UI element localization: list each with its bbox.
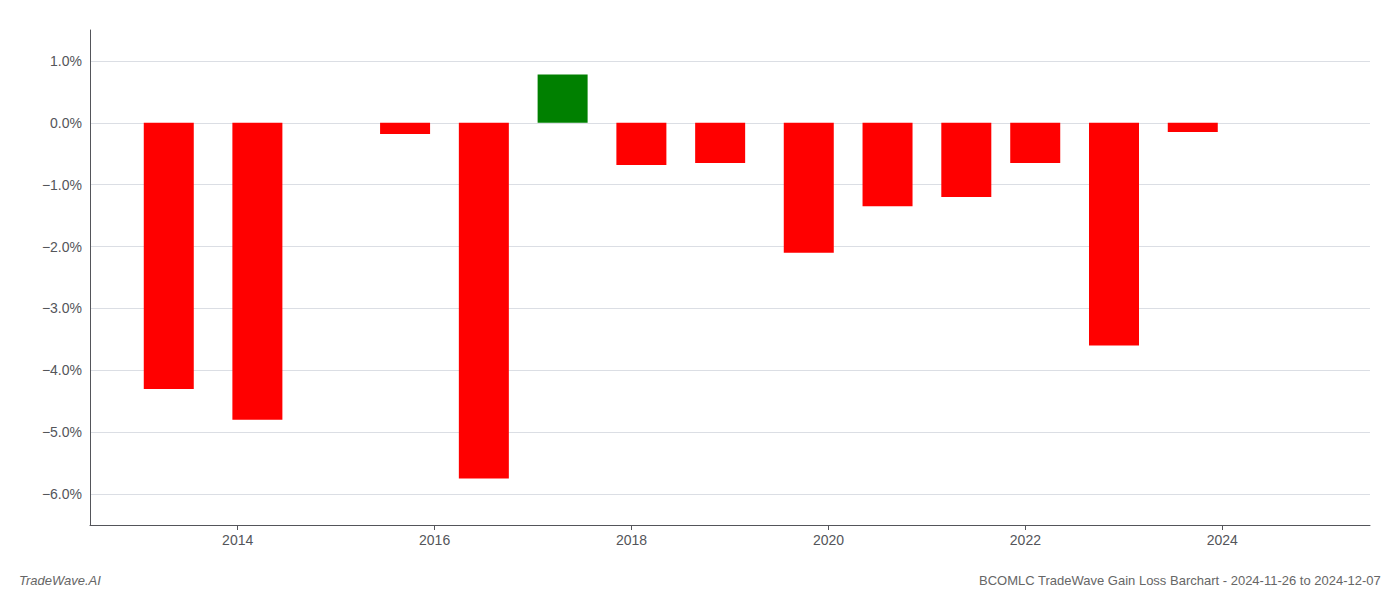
svg-text:0.0%: 0.0%	[50, 115, 82, 131]
svg-text:−5.0%: −5.0%	[42, 424, 82, 440]
svg-text:−1.0%: −1.0%	[42, 177, 82, 193]
svg-text:2020: 2020	[813, 532, 844, 548]
svg-text:TradeWave.AI: TradeWave.AI	[19, 573, 101, 588]
svg-text:2014: 2014	[222, 532, 253, 548]
svg-text:−4.0%: −4.0%	[42, 362, 82, 378]
svg-text:2016: 2016	[419, 532, 450, 548]
svg-text:2024: 2024	[1207, 532, 1238, 548]
svg-text:−3.0%: −3.0%	[42, 300, 82, 316]
svg-text:2022: 2022	[1010, 532, 1041, 548]
svg-text:2018: 2018	[616, 532, 647, 548]
svg-text:BCOMLC TradeWave Gain Loss Bar: BCOMLC TradeWave Gain Loss Barchart - 20…	[979, 573, 1381, 588]
svg-text:−6.0%: −6.0%	[42, 486, 82, 502]
svg-text:1.0%: 1.0%	[50, 53, 82, 69]
svg-text:−2.0%: −2.0%	[42, 239, 82, 255]
